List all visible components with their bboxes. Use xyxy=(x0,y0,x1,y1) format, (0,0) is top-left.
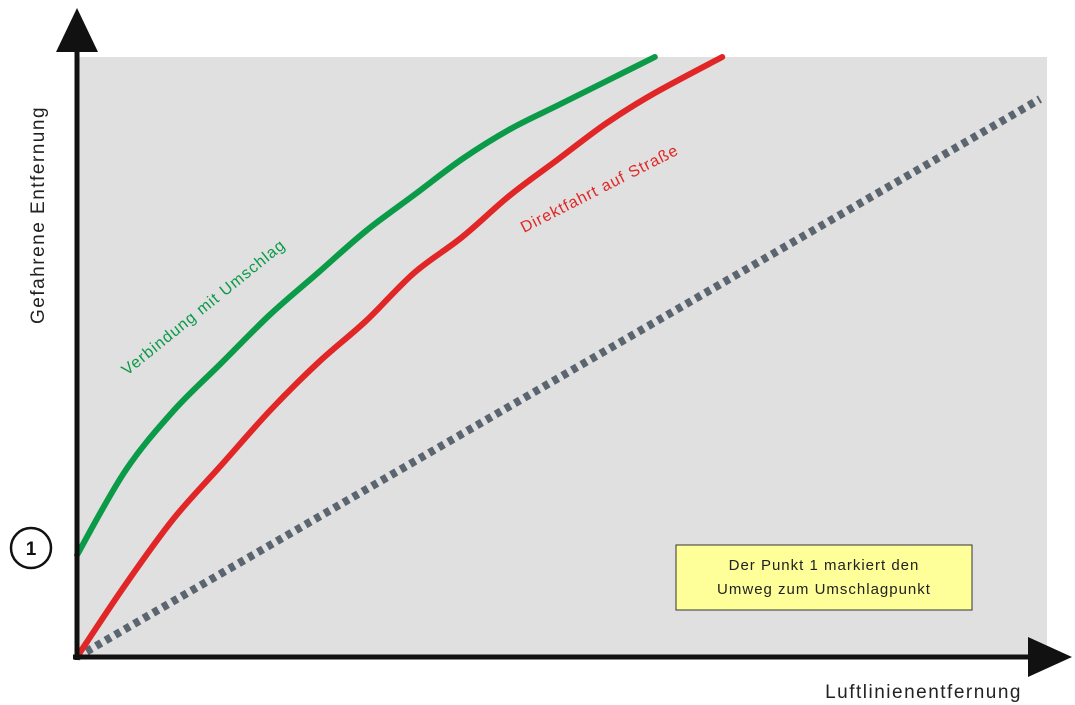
y-axis-label: Gefahrene Entfernung xyxy=(28,106,49,324)
series-layer xyxy=(74,54,1043,661)
annotation-line-2: Umweg zum Umschlagpunkt xyxy=(717,581,931,598)
series-line-direktfahrt-auf-stra-e xyxy=(74,54,726,660)
x-axis-label: Luftlinienentfernung xyxy=(825,682,1022,703)
x-axis-arrow xyxy=(1028,637,1072,677)
point-1-marker xyxy=(9,526,53,570)
annotation-line-1: Der Punkt 1 markiert den xyxy=(729,557,920,574)
y-axis-arrow xyxy=(56,8,98,52)
annotation-box xyxy=(675,544,973,611)
series-line-verbindung-mit-umschlag xyxy=(74,54,658,558)
series-line-reference xyxy=(74,95,1043,661)
point-1-label: 1 xyxy=(26,539,37,560)
